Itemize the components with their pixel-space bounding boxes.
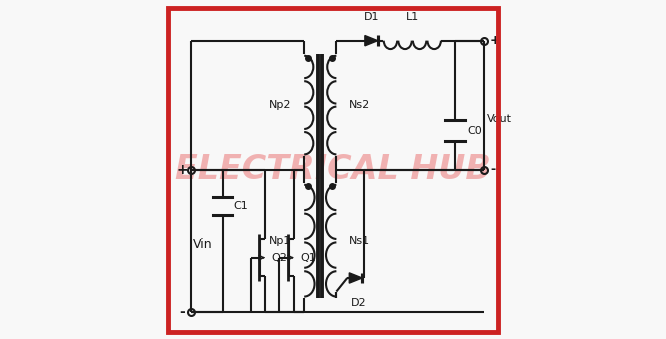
Text: L1: L1 [406,12,419,22]
Text: C1: C1 [233,201,248,211]
Polygon shape [349,273,362,283]
Text: D1: D1 [364,12,379,22]
Text: D2: D2 [351,298,367,308]
Text: Q1: Q1 [300,253,316,263]
Text: +: + [176,162,188,177]
Text: Np1: Np1 [269,236,291,246]
Text: Vin: Vin [192,238,212,251]
Text: Ns2: Ns2 [349,100,370,110]
Text: Ns1: Ns1 [349,236,370,246]
Text: -: - [490,163,495,176]
Text: Q2: Q2 [271,253,287,263]
Text: C0: C0 [467,125,482,136]
Polygon shape [365,36,378,46]
Text: ELECTRICAL HUB: ELECTRICAL HUB [175,153,491,186]
Text: -: - [179,305,185,319]
Text: Np2: Np2 [269,100,291,110]
Text: Vout: Vout [488,114,512,124]
Text: +: + [490,34,501,47]
